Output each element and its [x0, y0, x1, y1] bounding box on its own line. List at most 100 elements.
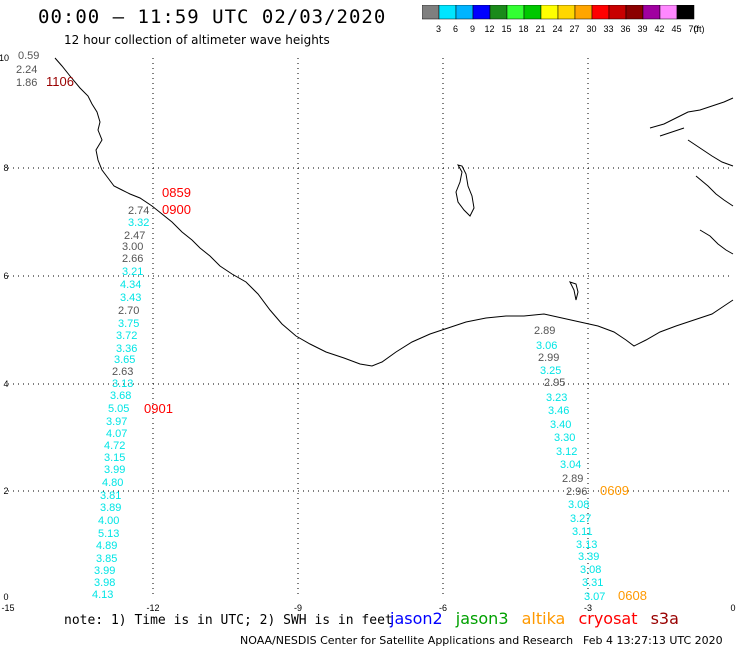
swh-value-label: 3.04	[560, 459, 581, 471]
swh-value-label: 4.72	[104, 440, 125, 452]
colorbar-tick-label: 15	[501, 24, 511, 34]
x-tick-label: -3	[584, 603, 592, 613]
swh-value-label: 5.13	[98, 528, 119, 540]
colorbar-tick-label: 24	[552, 24, 562, 34]
swh-value-label: 3.98	[94, 577, 115, 589]
y-tick-label: 2	[3, 486, 8, 496]
swh-value-label: 3.43	[120, 292, 141, 304]
swh-value-label: 3.72	[116, 330, 137, 342]
swh-value-label: 3.40	[550, 419, 571, 431]
swh-value-label: 3.36	[116, 343, 137, 355]
coastline-segment	[649, 97, 734, 255]
swh-value-label: 4.80	[102, 477, 123, 489]
swh-value-label: 3.12	[556, 446, 577, 458]
pass-time-label: 0901	[144, 401, 173, 416]
colorbar-tick-label: 70	[688, 24, 698, 34]
swh-value-label: 3.89	[100, 502, 121, 514]
colorbar-tick-label: 21	[535, 24, 545, 34]
page-subtitle: 12 hour collection of altimeter wave hei…	[64, 33, 330, 47]
swh-value-label: 3.46	[548, 405, 569, 417]
swh-value-label: 3.97	[106, 416, 127, 428]
swh-value-label: 3.15	[104, 452, 125, 464]
swh-value-label: 3.81	[100, 490, 121, 502]
x-tick-label: -12	[146, 603, 159, 613]
x-tick-label: -15	[1, 603, 14, 613]
legend-altika: altika	[521, 609, 566, 628]
legend-cryosat: cryosat	[578, 609, 638, 628]
x-tick-label: -9	[294, 603, 302, 613]
swh-value-label: 3.99	[104, 464, 125, 476]
swh-value-label: 3.85	[96, 553, 117, 565]
colorbar-tick-label: 33	[603, 24, 613, 34]
swh-value-label: 3.08	[580, 564, 601, 576]
pass-time-label: 0608	[618, 588, 647, 603]
swh-value-label: 2.99	[538, 352, 559, 364]
swh-value-label: 4.00	[98, 515, 119, 527]
swh-value-label: 3.75	[118, 318, 139, 330]
colorbar-tick-label: 9	[470, 24, 475, 34]
pass-time-label: 0859	[162, 185, 191, 200]
swh-value-label: 4.89	[96, 540, 117, 552]
swh-value-label: 4.13	[92, 589, 113, 601]
swh-value-label: 2.66	[122, 253, 143, 265]
legend-s3a: s3a	[650, 609, 679, 628]
swh-value-label: 3.30	[554, 432, 575, 444]
colorbar-tick-label: 39	[637, 24, 647, 34]
legend-jason2: jason2	[390, 609, 443, 628]
swh-value-label: 3.65	[114, 354, 135, 366]
swh-value-label: 3.23	[546, 392, 567, 404]
pass-time-label: 0609	[600, 483, 629, 498]
colorbar-tick-label: 42	[654, 24, 664, 34]
swh-value-label: 3.39	[578, 551, 599, 563]
swh-value-label: 4.34	[120, 279, 141, 291]
colorbar-unit: (ft)	[694, 24, 705, 34]
colorbar-tick-label: 3	[436, 24, 441, 34]
swh-value-label: 3.06	[536, 340, 557, 352]
swh-value-label: 2.96	[566, 486, 587, 498]
swh-value-label: 3.21	[122, 266, 143, 278]
coastline-segment	[54, 57, 734, 367]
y-tick-label: 0	[3, 592, 8, 602]
observation-labels: 0.59 2.241.86 1106 0859 0900 2.743.322.473.00…	[16, 50, 647, 603]
axis-ticks: -15 -12 -9 -6 -3 0 0 2 4 6 8 10	[0, 53, 736, 613]
swh-value-label: 3.11	[572, 526, 593, 538]
coastline	[54, 57, 734, 367]
swh-value-label: 1.86	[16, 77, 37, 89]
y-tick-label: 6	[3, 271, 8, 281]
swh-value-label: 3.13	[576, 539, 597, 551]
x-tick-label: -6	[439, 603, 447, 613]
swh-value-label: 2.89	[562, 473, 583, 485]
swh-value-label: 3.32	[128, 217, 149, 229]
legend-jason3: jason3	[455, 609, 509, 628]
colorbar-tick-label: 6	[453, 24, 458, 34]
colorbar-tick-label: 27	[569, 24, 579, 34]
swh-value-label: 2.95	[544, 377, 565, 389]
colorbar-tick-label: 36	[620, 24, 630, 34]
swh-value-label: 4.07	[106, 428, 127, 440]
satellite-legend: jason2 jason3 altika cryosat s3a	[390, 609, 687, 628]
swh-value-label: 3.07	[584, 591, 605, 603]
y-tick-label: 4	[3, 379, 8, 389]
footer-note: note: 1) Time is in UTC; 2) SWH is in fe…	[64, 613, 393, 628]
swh-value-label: 5.05	[108, 403, 129, 415]
swh-value-label: 2.74	[128, 205, 149, 217]
swh-value-label: 2.89	[534, 325, 555, 337]
colorbar-tick-label: 18	[518, 24, 528, 34]
swh-value-label: 3.68	[110, 390, 131, 402]
swh-value-label: 3.00	[122, 241, 143, 253]
colorbar-tick-label: 12	[484, 24, 494, 34]
generation-timestamp: Feb 4 13:27:13 UTC 2020	[583, 634, 723, 647]
swh-value-label: 3.31	[582, 577, 603, 589]
coastline-segment	[569, 281, 579, 301]
pass-time-label: 0900	[162, 202, 191, 217]
swh-value-label: 2.63	[112, 366, 133, 378]
colorbar-tick-label: 45	[671, 24, 681, 34]
y-tick-label: 8	[3, 163, 8, 173]
colorbar: 3 6 9 12 15 18 21 24 27 30 33 36 39 42 45 70(ft)	[422, 5, 705, 34]
swh-value-label: 3.08	[568, 499, 589, 511]
swh-value-label: 2.70	[118, 305, 139, 317]
x-tick-label: 0	[730, 603, 735, 613]
swh-value-label: 3.27	[570, 513, 591, 525]
credit-line: NOAA/NESDIS Center for Satellite Applica…	[240, 634, 574, 647]
